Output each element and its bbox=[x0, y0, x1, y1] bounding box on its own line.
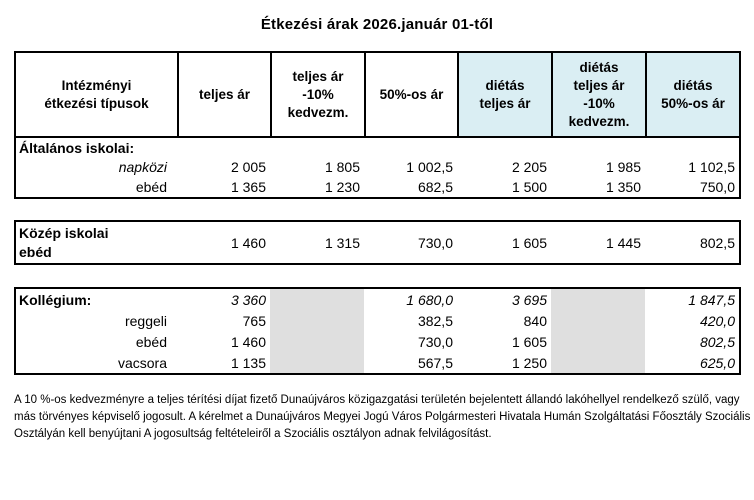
price-cell: 682,5 bbox=[417, 179, 453, 195]
empty-cell bbox=[270, 352, 364, 373]
column-header-full-price-disc: teljes ár -10% kedvezm. bbox=[270, 53, 364, 136]
empty-cell bbox=[270, 310, 364, 331]
header-row: Intézményi étkezési típusok teljes ár te… bbox=[14, 51, 741, 138]
price-cell: 1 460 bbox=[230, 234, 266, 251]
section-altalanos-iskolai: Általános iskolai: napközi 2 005 1 805 1… bbox=[14, 138, 741, 199]
price-cell: 1 445 bbox=[605, 234, 641, 251]
price-cell: 2 205 bbox=[511, 159, 547, 175]
column-header-diet-full-price: diétás teljes ár bbox=[457, 53, 551, 136]
page-title: Étkezési árak 2026.január 01-től bbox=[260, 16, 494, 33]
empty-cell bbox=[270, 289, 364, 310]
price-cell: 1 350 bbox=[605, 179, 641, 195]
empty-cell bbox=[551, 352, 645, 373]
price-cell: 1 847,5 bbox=[688, 291, 735, 308]
row-label: vacsora bbox=[117, 354, 167, 371]
price-cell: 1 250 bbox=[511, 354, 547, 371]
price-cell: 1 500 bbox=[511, 179, 547, 195]
group-label: Általános iskolai: bbox=[19, 139, 135, 156]
row-label: Közép iskolai ebéd bbox=[19, 224, 109, 260]
price-cell: 1 680,0 bbox=[406, 291, 453, 308]
row-label: reggeli bbox=[124, 312, 167, 329]
empty-cell bbox=[551, 289, 645, 310]
group-header-row: Általános iskolai: bbox=[16, 138, 739, 157]
column-header-full-price: teljes ár bbox=[177, 53, 270, 136]
empty-cell bbox=[551, 310, 645, 331]
price-cell: 1 135 bbox=[230, 354, 266, 371]
price-cell: 802,5 bbox=[699, 234, 735, 251]
price-cell: 3 695 bbox=[511, 291, 547, 308]
empty-cell bbox=[551, 331, 645, 352]
group-label: Kollégium: bbox=[19, 291, 92, 308]
row-label: napközi bbox=[118, 159, 167, 175]
price-cell: 1 805 bbox=[324, 159, 360, 175]
price-cell: 730,0 bbox=[417, 234, 453, 251]
price-cell: 1 605 bbox=[511, 333, 547, 350]
table-row: vacsora 1 135 567,5 1 250 625,0 bbox=[16, 352, 739, 373]
column-header-diet-full-disc: diétás teljes ár -10% kedvezm. bbox=[551, 53, 645, 136]
column-header-diet-half-price: diétás 50%-os ár bbox=[645, 53, 739, 136]
price-cell: 730,0 bbox=[417, 333, 453, 350]
table-row: reggeli 765 382,5 840 420,0 bbox=[16, 310, 739, 331]
price-table: Intézményi étkezési típusok teljes ár te… bbox=[14, 51, 741, 375]
price-cell: 420,0 bbox=[699, 312, 735, 329]
section-kollegium: Kollégium: 3 360 1 680,0 3 695 1 847,5 r… bbox=[14, 287, 741, 375]
price-cell: 382,5 bbox=[417, 312, 453, 329]
price-cell: 1 315 bbox=[324, 234, 360, 251]
table-row: Közép iskolai ebéd 1 460 1 315 730,0 1 6… bbox=[16, 222, 739, 263]
price-cell: 625,0 bbox=[699, 354, 735, 371]
column-header-types: Intézményi étkezési típusok bbox=[44, 77, 149, 111]
price-cell: 1 985 bbox=[605, 159, 641, 175]
price-cell: 1 102,5 bbox=[688, 159, 735, 175]
empty-cell bbox=[270, 331, 364, 352]
row-label: ebéd bbox=[135, 333, 167, 350]
price-cell: 750,0 bbox=[699, 179, 735, 195]
table-row: ebéd 1 460 730,0 1 605 802,5 bbox=[16, 331, 739, 352]
price-cell: 1 460 bbox=[230, 333, 266, 350]
row-label: ebéd bbox=[135, 179, 167, 195]
footer-note: A 10 %-os kedvezményre a teljes térítési… bbox=[14, 394, 751, 440]
table-row: Kollégium: 3 360 1 680,0 3 695 1 847,5 bbox=[16, 289, 739, 310]
price-cell: 1 002,5 bbox=[406, 159, 453, 175]
section-kozep-iskolai: Közép iskolai ebéd 1 460 1 315 730,0 1 6… bbox=[14, 220, 741, 265]
column-header-half-price: 50%-os ár bbox=[364, 53, 457, 136]
price-cell: 802,5 bbox=[699, 333, 735, 350]
price-cell: 567,5 bbox=[417, 354, 453, 371]
price-cell: 3 360 bbox=[230, 291, 266, 308]
price-cell: 1 605 bbox=[511, 234, 547, 251]
meal-price-document: Étkezési árak 2026.január 01-től Intézmé… bbox=[0, 16, 754, 500]
price-cell: 1 365 bbox=[230, 179, 266, 195]
price-cell: 1 230 bbox=[324, 179, 360, 195]
price-cell: 840 bbox=[523, 312, 547, 329]
price-cell: 2 005 bbox=[230, 159, 266, 175]
table-row: napközi 2 005 1 805 1 002,5 2 205 1 985 … bbox=[16, 157, 739, 177]
price-cell: 765 bbox=[242, 312, 266, 329]
table-row: ebéd 1 365 1 230 682,5 1 500 1 350 750,0 bbox=[16, 177, 739, 197]
